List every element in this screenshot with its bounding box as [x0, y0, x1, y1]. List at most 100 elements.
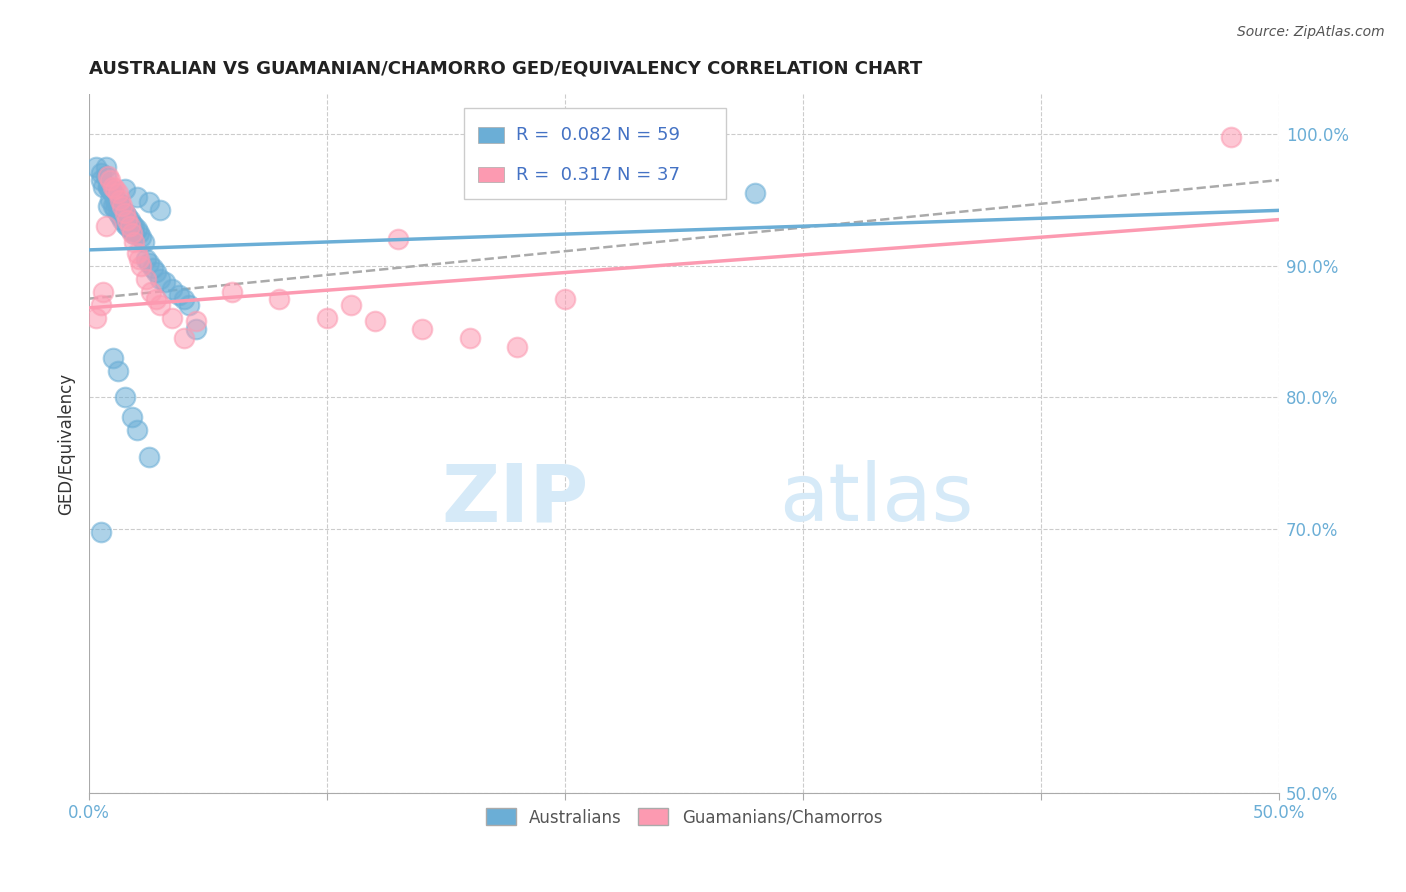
FancyBboxPatch shape — [464, 109, 725, 199]
Point — [162, 311, 184, 326]
Point — [101, 179, 124, 194]
Point — [97, 199, 120, 213]
Point — [118, 212, 141, 227]
Point — [177, 298, 200, 312]
Point — [121, 224, 143, 238]
Point — [131, 259, 153, 273]
Point — [104, 193, 127, 207]
Point — [124, 227, 146, 241]
Text: R =  0.082: R = 0.082 — [516, 126, 612, 144]
Point — [93, 285, 115, 299]
Point — [155, 275, 177, 289]
Point — [104, 202, 127, 216]
Point — [114, 206, 136, 220]
Point — [84, 311, 107, 326]
FancyBboxPatch shape — [478, 167, 505, 182]
Point — [118, 222, 141, 236]
Point — [115, 212, 138, 227]
Point — [506, 340, 529, 354]
Point — [114, 182, 136, 196]
Point — [90, 298, 112, 312]
Text: R =  0.317: R = 0.317 — [516, 166, 613, 184]
Point — [173, 331, 195, 345]
Point — [115, 219, 138, 234]
Point — [173, 292, 195, 306]
Point — [125, 222, 148, 236]
Point — [387, 232, 409, 246]
Point — [142, 261, 165, 276]
Point — [111, 212, 134, 227]
Point — [111, 203, 134, 218]
Point — [125, 245, 148, 260]
Point — [107, 206, 129, 220]
FancyBboxPatch shape — [478, 128, 505, 143]
Point — [138, 256, 160, 270]
Point — [107, 364, 129, 378]
Text: atlas: atlas — [779, 460, 973, 539]
Point — [97, 179, 120, 194]
Point — [124, 219, 146, 234]
Point — [124, 235, 146, 249]
Point — [149, 298, 172, 312]
Point — [162, 282, 184, 296]
Point — [121, 410, 143, 425]
Text: N = 37: N = 37 — [617, 166, 681, 184]
Y-axis label: GED/Equivalency: GED/Equivalency — [58, 373, 75, 515]
Point — [340, 298, 363, 312]
Point — [108, 193, 131, 207]
Point — [138, 450, 160, 464]
Point — [744, 186, 766, 201]
Point — [121, 217, 143, 231]
Point — [458, 331, 481, 345]
Point — [101, 199, 124, 213]
Point — [131, 229, 153, 244]
Point — [115, 209, 138, 223]
Point — [128, 226, 150, 240]
Text: AUSTRALIAN VS GUAMANIAN/CHAMORRO GED/EQUIVALENCY CORRELATION CHART: AUSTRALIAN VS GUAMANIAN/CHAMORRO GED/EQU… — [89, 60, 922, 78]
Point — [101, 186, 124, 201]
Point — [114, 217, 136, 231]
Point — [125, 190, 148, 204]
Point — [269, 292, 291, 306]
Point — [94, 160, 117, 174]
Point — [100, 173, 122, 187]
Point — [107, 186, 129, 201]
Point — [101, 351, 124, 365]
Point — [84, 160, 107, 174]
Point — [149, 203, 172, 218]
Point — [221, 285, 243, 299]
Point — [114, 391, 136, 405]
Point — [1220, 129, 1243, 144]
Point — [132, 235, 155, 249]
Point — [100, 193, 122, 207]
Point — [149, 272, 172, 286]
Point — [316, 311, 339, 326]
Text: N = 59: N = 59 — [617, 126, 681, 144]
Point — [138, 195, 160, 210]
Point — [145, 292, 167, 306]
Point — [104, 182, 127, 196]
Point — [411, 322, 433, 336]
Point — [135, 272, 157, 286]
Point — [90, 524, 112, 539]
Point — [186, 322, 208, 336]
Point — [169, 287, 191, 301]
Point — [100, 182, 122, 196]
Point — [93, 179, 115, 194]
Point — [125, 423, 148, 437]
Point — [94, 219, 117, 234]
Point — [90, 166, 112, 180]
Point — [108, 199, 131, 213]
Point — [108, 209, 131, 223]
Point — [94, 169, 117, 183]
Point — [554, 292, 576, 306]
Point — [139, 285, 162, 299]
Text: Source: ZipAtlas.com: Source: ZipAtlas.com — [1237, 25, 1385, 39]
Text: ZIP: ZIP — [441, 460, 589, 539]
Point — [118, 219, 141, 234]
Point — [145, 265, 167, 279]
Point — [97, 179, 120, 194]
Point — [90, 173, 112, 187]
Point — [111, 199, 134, 213]
Point — [101, 186, 124, 201]
